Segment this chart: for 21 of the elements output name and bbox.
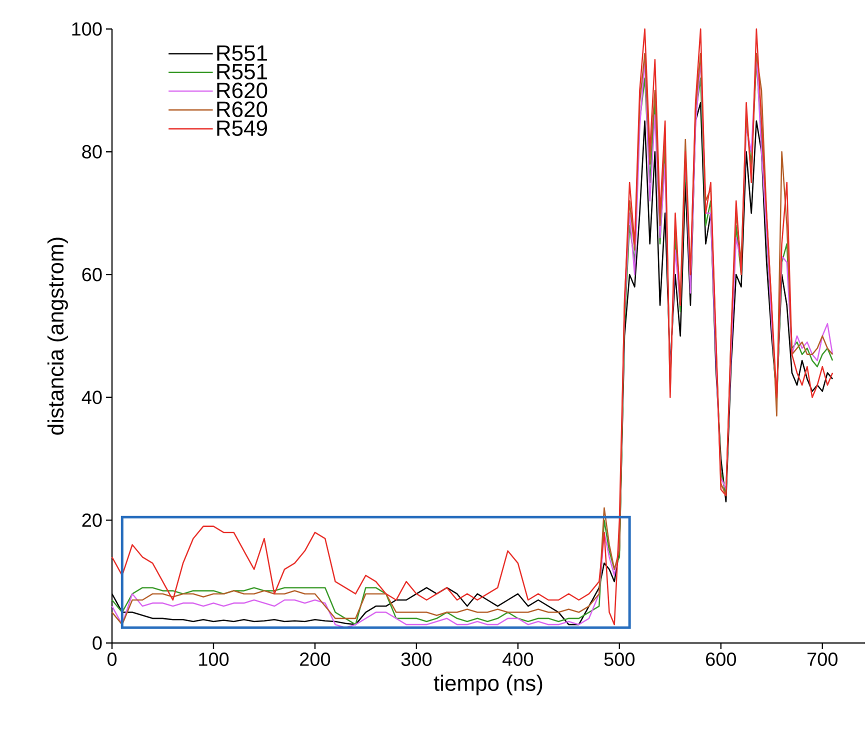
y-tick-label: 60 <box>82 268 102 282</box>
y-tick-label: 20 <box>82 513 102 527</box>
x-tick-label: 600 <box>706 652 736 666</box>
y-tick-label: 100 <box>72 22 102 36</box>
x-tick-label: 300 <box>401 652 432 666</box>
y-tick-label: 0 <box>92 636 102 650</box>
x-tick-label: 400 <box>502 652 534 666</box>
x-tick-label: 200 <box>300 652 330 666</box>
x-axis-title: tiempo (ns) <box>434 674 542 696</box>
legend-label: R620 <box>217 82 268 98</box>
legend-label: R549 <box>217 120 267 136</box>
legend-label: R551 <box>217 64 267 80</box>
y-tick-label: 40 <box>82 390 102 404</box>
y-tick-label: 80 <box>82 145 102 159</box>
legend-label: R551 <box>217 45 267 61</box>
x-tick-label: 500 <box>604 652 635 666</box>
y-axis-title: distancia (angstrom) <box>47 238 68 435</box>
x-tick-label: 100 <box>199 652 229 666</box>
legend-label: R620 <box>217 102 268 118</box>
x-tick-label: 700 <box>808 652 838 666</box>
x-tick-label: 0 <box>107 652 117 666</box>
